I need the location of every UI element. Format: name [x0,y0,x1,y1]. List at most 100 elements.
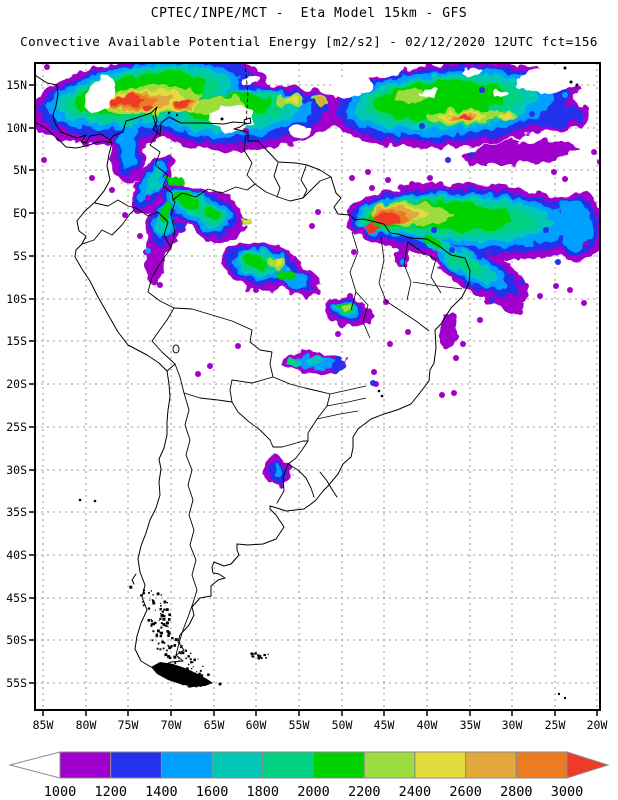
colorbar-value-label: 1200 [94,784,127,800]
fjord-speckle [160,594,163,596]
island-dot [557,692,561,696]
cape-hole [85,76,115,114]
lon-label: 20W [587,718,608,732]
fjord-speckle [166,602,169,604]
border-colombia-brazil [170,199,176,249]
colorbar-box [515,751,568,779]
cape-blob-level-7 [285,97,299,103]
falklands-speckle [252,653,255,655]
map-frame [34,62,601,711]
border-bolivia-brazil [173,307,274,378]
fjord-speckle [195,680,197,682]
border-suriname-frguiana [300,165,308,199]
falklands-speckle [260,657,262,659]
fjord-speckle [167,631,171,635]
page-subtitle: Convective Available Potential Energy [m… [20,34,598,49]
lat-label: 25S [6,420,27,434]
fjord-speckle [186,667,189,670]
border-venezuela-brazil [172,183,256,201]
cape-blob-level-10 [374,212,402,226]
fjord-speckle [198,678,200,680]
falklands-speckle [254,652,257,655]
cape-dot-level-1 [393,137,399,143]
fjord-speckle [159,602,161,605]
lon-label: 45W [374,718,395,732]
cape-dot-level-1 [347,119,353,125]
fjord-speckle [194,677,196,679]
fjord-speckle [165,624,168,627]
fjord-speckle [187,655,190,658]
cape-blob-level-3 [307,356,323,366]
fjord-speckle [195,671,198,673]
fjord-speckle [160,615,163,618]
island-trinidad [243,117,252,125]
fjord-speckle [161,613,164,616]
fjord-speckle [149,599,151,601]
colorbar-value-label: 1000 [44,784,77,800]
fjord-speckle [143,592,146,595]
fjord-speckle [189,652,192,655]
cape-dot-level-1 [543,227,549,233]
fjord-speckle [170,645,173,648]
cape-blob-level-1 [176,222,184,230]
cape-blob-level-6 [341,305,349,311]
axis-ticks [29,84,598,716]
border-guyana-claim-dashed [244,63,249,123]
cape-blob-level-0 [437,312,459,348]
fjord-speckle [161,610,164,613]
lat-label: 35S [6,505,27,519]
fjord-speckle [167,644,170,647]
cape-dot-level-0 [427,175,433,181]
cape-blob-level-5 [277,269,297,283]
colorbar-box [313,751,365,779]
cape-dot-level-0 [109,187,115,193]
fjord-speckle [154,621,157,624]
fjord-speckle [168,613,172,617]
longitude-labels: 85W 80W 75W 70W 65W 60W 55W 50W 45W 40W 35W 30W 25W 2… [33,718,608,732]
fjord-speckle [192,666,194,668]
falklands-speckle [252,655,255,658]
island-dot [563,66,567,70]
fjord-speckle [159,634,162,638]
fjord-speckle [178,660,180,662]
colorbar-under-arrow [8,751,61,779]
island-dot [569,80,573,84]
border-brazil-uruguay [287,463,315,498]
fjord-speckle [171,636,174,640]
falklands-speckle [250,652,253,655]
cape-blob-level-7 [498,112,512,118]
fjord-speckle [174,638,178,642]
fjord-speckle [160,622,163,625]
fjord-speckle [180,646,183,649]
cape-dot-level-1 [519,279,525,285]
fjord-speckle [179,652,182,655]
fjord-speckle [167,634,170,637]
fjord-speckle [167,618,171,621]
fjord-speckle [157,642,160,645]
colorbar-box [465,751,517,779]
fjord-speckle [202,665,204,668]
fjord-speckle [167,655,171,659]
cape-blob-level-7 [243,219,249,223]
fjord-speckle [156,592,160,596]
state-borders-s-brazil [316,385,367,420]
cape-blob-level-5 [164,174,180,186]
cape-hole [571,90,599,106]
fjord-speckle [155,634,159,638]
cape-dot-level-0 [553,283,559,289]
lat-label: 40S [6,548,27,562]
cape-dot-level-0 [235,343,241,349]
lon-label: 60W [246,718,267,732]
border-chile-argentina [175,392,198,656]
cape-dot-level-0 [551,169,557,175]
colorbar-box [110,751,162,779]
lon-label: 30W [502,718,523,732]
fjord-speckle [158,619,160,621]
cape-blob-level-2 [556,200,592,250]
cape-dot-level-0 [385,177,391,183]
lat-label: 5S [13,249,27,263]
cape-blob-level-7 [273,260,283,266]
cape-blob-level-8 [316,97,324,103]
cape-dot-level-0 [542,155,548,161]
